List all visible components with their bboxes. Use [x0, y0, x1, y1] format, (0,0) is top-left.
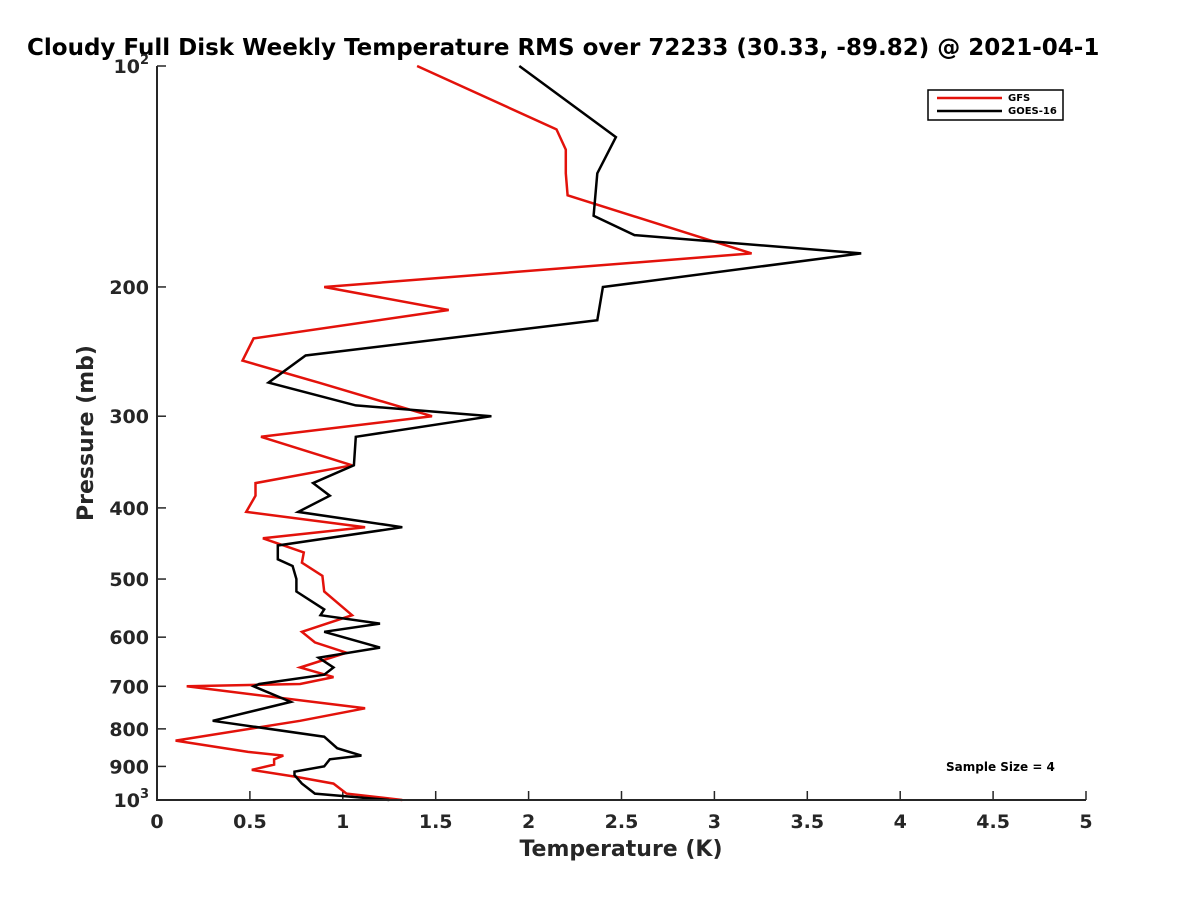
y-axis-title: Pressure (mb) — [74, 345, 99, 521]
legend-box — [927, 89, 1064, 121]
y-tick-label: 700 — [109, 676, 149, 698]
y-tick-label: 300 — [109, 406, 149, 428]
x-tick-label: 3 — [708, 811, 721, 833]
legend-label-goes16: GOES-16 — [1008, 106, 1057, 117]
y-axis-ticks: 102 200 300 400 500 600 700 800 900 103 — [109, 53, 166, 812]
x-tick-label: 1 — [336, 811, 349, 833]
x-axis-title: Temperature (K) — [519, 837, 722, 862]
x-tick-label: 4 — [894, 811, 907, 833]
y-tick-label: 800 — [109, 719, 149, 741]
x-tick-label: 0.5 — [233, 811, 267, 833]
y-tick-label: 500 — [109, 569, 149, 591]
y-tick-label: 400 — [109, 498, 149, 520]
y-tick-label: 103 — [114, 787, 150, 812]
x-tick-label: 1.5 — [419, 811, 453, 833]
x-tick-label: 5 — [1079, 811, 1092, 833]
x-tick-label: 2 — [522, 811, 535, 833]
x-tick-label: 3.5 — [790, 811, 824, 833]
x-tick-label: 0 — [150, 811, 163, 833]
series-layer — [175, 64, 862, 802]
y-tick-label: 200 — [109, 277, 149, 299]
x-tick-label: 4.5 — [976, 811, 1010, 833]
y-tick-label: 600 — [109, 627, 149, 649]
x-axis-ticks: 0 0.5 1 1.5 2 2.5 3 3.5 4 4.5 5 — [150, 791, 1093, 833]
y-tick-label: 900 — [109, 756, 149, 778]
sample-size-annotation: Sample Size = 4 — [946, 760, 1055, 774]
chart-title: Cloudy Full Disk Weekly Temperature RMS … — [27, 35, 1099, 61]
series-line-gfs — [175, 64, 752, 802]
legend-label-gfs: GFS — [1008, 93, 1030, 104]
series-line-goes16 — [212, 64, 862, 802]
x-tick-label: 2.5 — [605, 811, 639, 833]
y-tick-label: 102 — [114, 53, 150, 78]
legend: GFS GOES-16 — [927, 89, 1064, 121]
